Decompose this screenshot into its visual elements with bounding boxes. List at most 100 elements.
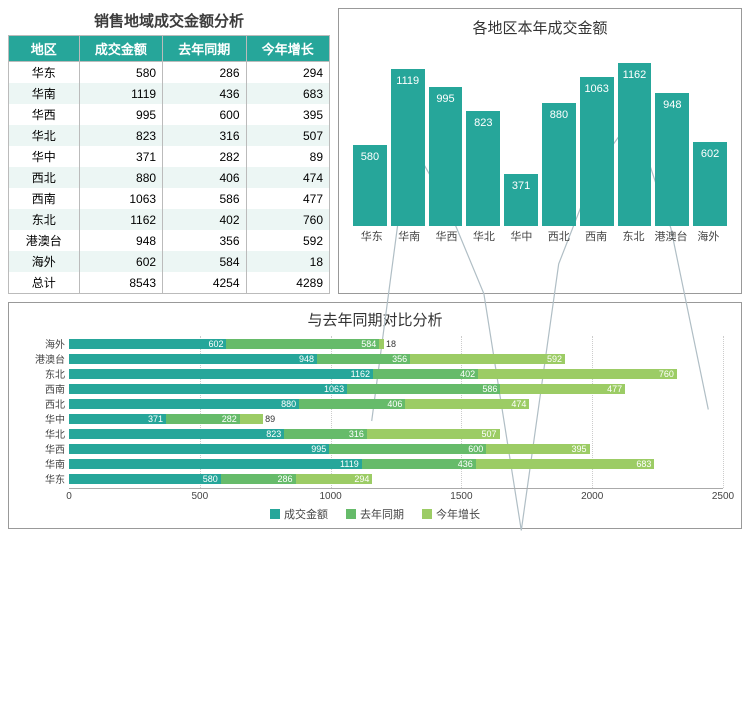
bar: 995 — [429, 87, 463, 226]
hbar-segment: 371 — [69, 414, 166, 424]
hbar-category: 西南 — [19, 381, 65, 396]
bar: 948 — [655, 93, 689, 226]
hbar-value: 89 — [263, 414, 275, 424]
bar-category: 港澳台 — [652, 226, 689, 244]
x-tick: 0 — [66, 491, 72, 502]
table-row: 海外60258418 — [9, 251, 330, 272]
bar: 1119 — [391, 69, 425, 226]
hbar-row: 海外60258418 — [69, 336, 723, 351]
legend-label: 今年增长 — [436, 506, 480, 522]
bar-value: 1063 — [580, 83, 614, 95]
hbar-value: 995 — [311, 444, 329, 454]
hbar-category: 港澳台 — [19, 351, 65, 366]
hbar-value: 371 — [148, 414, 166, 424]
bar: 1063 — [580, 77, 614, 226]
hbar-value: 316 — [349, 429, 367, 439]
hbar-segment: 683 — [476, 459, 655, 469]
hbar-chart-title: 与去年同期对比分析 — [19, 307, 731, 334]
table-row: 华东580286294 — [9, 62, 330, 84]
legend-label: 成交金额 — [284, 506, 328, 522]
hbar-segment: 1162 — [69, 369, 373, 379]
hbar-value: 477 — [607, 384, 625, 394]
hbar-segment: 406 — [299, 399, 405, 409]
hbar-segment: 395 — [486, 444, 589, 454]
legend-item: 今年增长 — [422, 506, 480, 522]
legend-item: 去年同期 — [346, 506, 404, 522]
bar-value: 823 — [466, 117, 500, 129]
hbar-value: 395 — [572, 444, 590, 454]
bar: 580 — [353, 145, 387, 226]
hbar-segment: 474 — [405, 399, 529, 409]
legend-item: 成交金额 — [270, 506, 328, 522]
bar: 880 — [542, 103, 576, 226]
legend-label: 去年同期 — [360, 506, 404, 522]
legend-swatch — [270, 509, 280, 519]
bar-value: 880 — [542, 109, 576, 121]
bar-value: 1162 — [618, 69, 652, 81]
hbar-value: 600 — [468, 444, 486, 454]
hbar-value: 683 — [636, 459, 654, 469]
hbar-row: 华南1119436683 — [69, 456, 723, 471]
hbar-row: 华西995600395 — [69, 441, 723, 456]
bar: 823 — [466, 111, 500, 226]
bar-value: 371 — [504, 180, 538, 192]
hbar-value: 1119 — [340, 459, 362, 469]
hbar-row: 西北880406474 — [69, 396, 723, 411]
hbar-value: 880 — [281, 399, 299, 409]
x-tick: 2000 — [581, 491, 603, 502]
table-row: 华中37128289 — [9, 146, 330, 167]
hbar-value: 584 — [361, 339, 379, 349]
table-header: 成交金额 — [79, 36, 162, 62]
hbar-value: 586 — [482, 384, 500, 394]
hbar-segment: 602 — [69, 339, 226, 349]
table-row: 港澳台948356592 — [9, 230, 330, 251]
table-row: 西南1063586477 — [9, 188, 330, 209]
sales-table: 地区成交金额去年同期今年增长 华东580286294华南1119436683华西… — [8, 35, 330, 294]
hbar-segment: 507 — [367, 429, 500, 439]
hbar-segment: 18 — [379, 339, 384, 349]
hbar-value: 507 — [482, 429, 500, 439]
hbar-value: 602 — [208, 339, 226, 349]
hbar-row: 东北1162402760 — [69, 366, 723, 381]
hbar-value: 1162 — [351, 369, 373, 379]
hbar-value: 282 — [222, 414, 240, 424]
hbar-row: 华中37128289 — [69, 411, 723, 426]
hbar-segment: 402 — [373, 369, 478, 379]
bar-category: 东北 — [615, 226, 652, 244]
hbar-segment: 436 — [362, 459, 476, 469]
hbar-segment: 580 — [69, 474, 221, 484]
hbar-segment: 584 — [226, 339, 379, 349]
hbar-row: 港澳台948356592 — [69, 351, 723, 366]
hbar-category: 东北 — [19, 366, 65, 381]
hbar-category: 华中 — [19, 411, 65, 426]
hbar-category: 西北 — [19, 396, 65, 411]
hbar-segment: 286 — [221, 474, 296, 484]
bar-category: 华东 — [353, 226, 390, 244]
bar-value: 580 — [353, 151, 387, 163]
hbar-value: 592 — [547, 354, 565, 364]
bar-category: 华西 — [428, 226, 465, 244]
legend-swatch — [422, 509, 432, 519]
hbar-value: 406 — [387, 399, 405, 409]
hbar-segment: 1119 — [69, 459, 362, 469]
bar-chart-title: 各地区本年成交金额 — [339, 9, 741, 44]
table-title: 销售地域成交金额分析 — [8, 8, 330, 35]
hbar-segment: 760 — [478, 369, 677, 379]
hbar-value: 436 — [458, 459, 476, 469]
table-row: 华西995600395 — [9, 104, 330, 125]
table-row: 总计854342544289 — [9, 272, 330, 294]
hbar-segment: 282 — [166, 414, 240, 424]
bar-category: 华北 — [465, 226, 502, 244]
bar-category: 西北 — [540, 226, 577, 244]
hbar-value: 402 — [460, 369, 478, 379]
x-tick: 2500 — [712, 491, 734, 502]
x-tick: 1000 — [319, 491, 341, 502]
table-header: 地区 — [9, 36, 80, 62]
hbar-segment: 316 — [284, 429, 367, 439]
hbar-segment: 1063 — [69, 384, 347, 394]
bar-value: 948 — [655, 99, 689, 111]
hbar-value: 948 — [299, 354, 317, 364]
hbar-value: 356 — [392, 354, 410, 364]
bar-category: 海外 — [690, 226, 727, 244]
bar-value: 1119 — [391, 75, 425, 87]
